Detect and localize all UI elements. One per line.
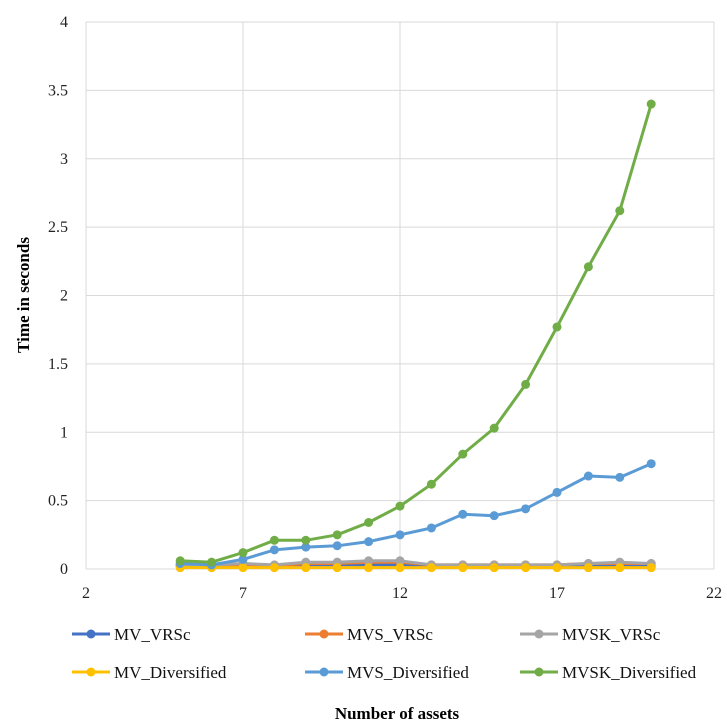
series-line [180,103,653,564]
x-tick-label: 12 [392,585,408,602]
y-tick-label: 4 [60,14,68,31]
legend-label: MVSK_Diversified [562,663,697,682]
data-point [615,563,625,573]
data-point [646,459,656,469]
data-point [395,501,405,511]
data-point [269,563,279,573]
y-tick-label: 2 [60,288,68,305]
data-point [583,563,593,573]
legend-item: MVS_VRSc [305,625,433,644]
data-point [364,556,374,566]
data-point [458,449,468,459]
data-point [332,541,342,551]
data-point [395,530,405,540]
data-point [552,563,562,573]
series-lines [175,99,656,573]
x-tick-label: 22 [706,585,722,602]
y-tick-label: 1.5 [48,356,68,373]
legend-marker [319,629,329,639]
legend-item: MV_VRSc [72,625,191,644]
data-point [615,472,625,482]
legend-label: MV_VRSc [114,625,191,644]
series-line [180,462,652,567]
data-point [332,530,342,540]
y-tick-label: 3 [60,151,68,168]
data-point [646,99,656,109]
y-axis-title: Time in seconds [14,237,33,353]
data-point [521,379,531,389]
series-mvsk_diversified [175,99,656,567]
data-point [395,563,405,573]
data-point [426,563,436,573]
grid-lines [85,21,715,570]
legend: MV_VRSc MVS_VRSc MVSK_VRSc MV_Diversified MV… [72,625,697,682]
data-point [583,471,593,481]
series-mvs_diversified [175,459,656,570]
legend-item: MVSK_VRSc [520,625,661,644]
x-tick-labels: 2 7 12 17 22 [82,585,722,602]
data-point [583,262,593,272]
legend-item: MV_Diversified [72,663,227,682]
data-point [238,548,248,558]
data-point [458,509,468,519]
legend-marker [534,629,544,639]
legend-item: MVSK_Diversified [520,663,697,682]
data-point [521,504,531,514]
data-point [489,423,499,433]
data-point [301,563,311,573]
series-mv_diversified [175,563,656,573]
x-tick-label: 2 [82,585,90,602]
y-tick-label: 1 [60,424,68,441]
data-point [615,206,625,216]
legend-label: MVS_VRSc [347,625,433,644]
data-point [552,322,562,332]
data-point [426,523,436,533]
data-point [364,518,374,528]
data-point [364,537,374,547]
y-tick-label: 0 [60,561,68,578]
data-point [646,563,656,573]
legend-marker [534,667,544,677]
data-point [489,511,499,521]
data-point [489,563,499,573]
x-tick-label: 7 [239,585,247,602]
data-point [364,563,374,573]
legend-label: MV_Diversified [114,663,227,682]
series-line [180,559,652,567]
data-point [238,554,248,564]
y-tick-labels: 0 0.5 1 1.5 2 2.5 3 3.5 4 [48,14,68,578]
data-point [207,557,217,567]
data-point [552,487,562,497]
y-tick-label: 3.5 [48,82,68,99]
legend-marker [319,667,329,677]
data-point [426,479,436,489]
legend-marker [86,629,96,639]
data-point [175,556,185,566]
legend-marker [86,667,96,677]
data-point [332,563,342,573]
data-point [269,535,279,545]
x-axis-title: Number of assets [335,704,460,723]
data-point [301,542,311,552]
data-point [395,556,405,566]
data-point [269,545,279,555]
y-tick-label: 0.5 [48,493,68,510]
data-point [458,563,468,573]
data-point [301,535,311,545]
data-point [521,563,531,573]
y-tick-label: 2.5 [48,219,68,236]
legend-label: MVSK_VRSc [562,625,661,644]
x-tick-label: 17 [549,585,565,602]
data-point [238,563,248,573]
legend-label: MVS_Diversified [347,663,469,682]
legend-item: MVS_Diversified [305,663,469,682]
